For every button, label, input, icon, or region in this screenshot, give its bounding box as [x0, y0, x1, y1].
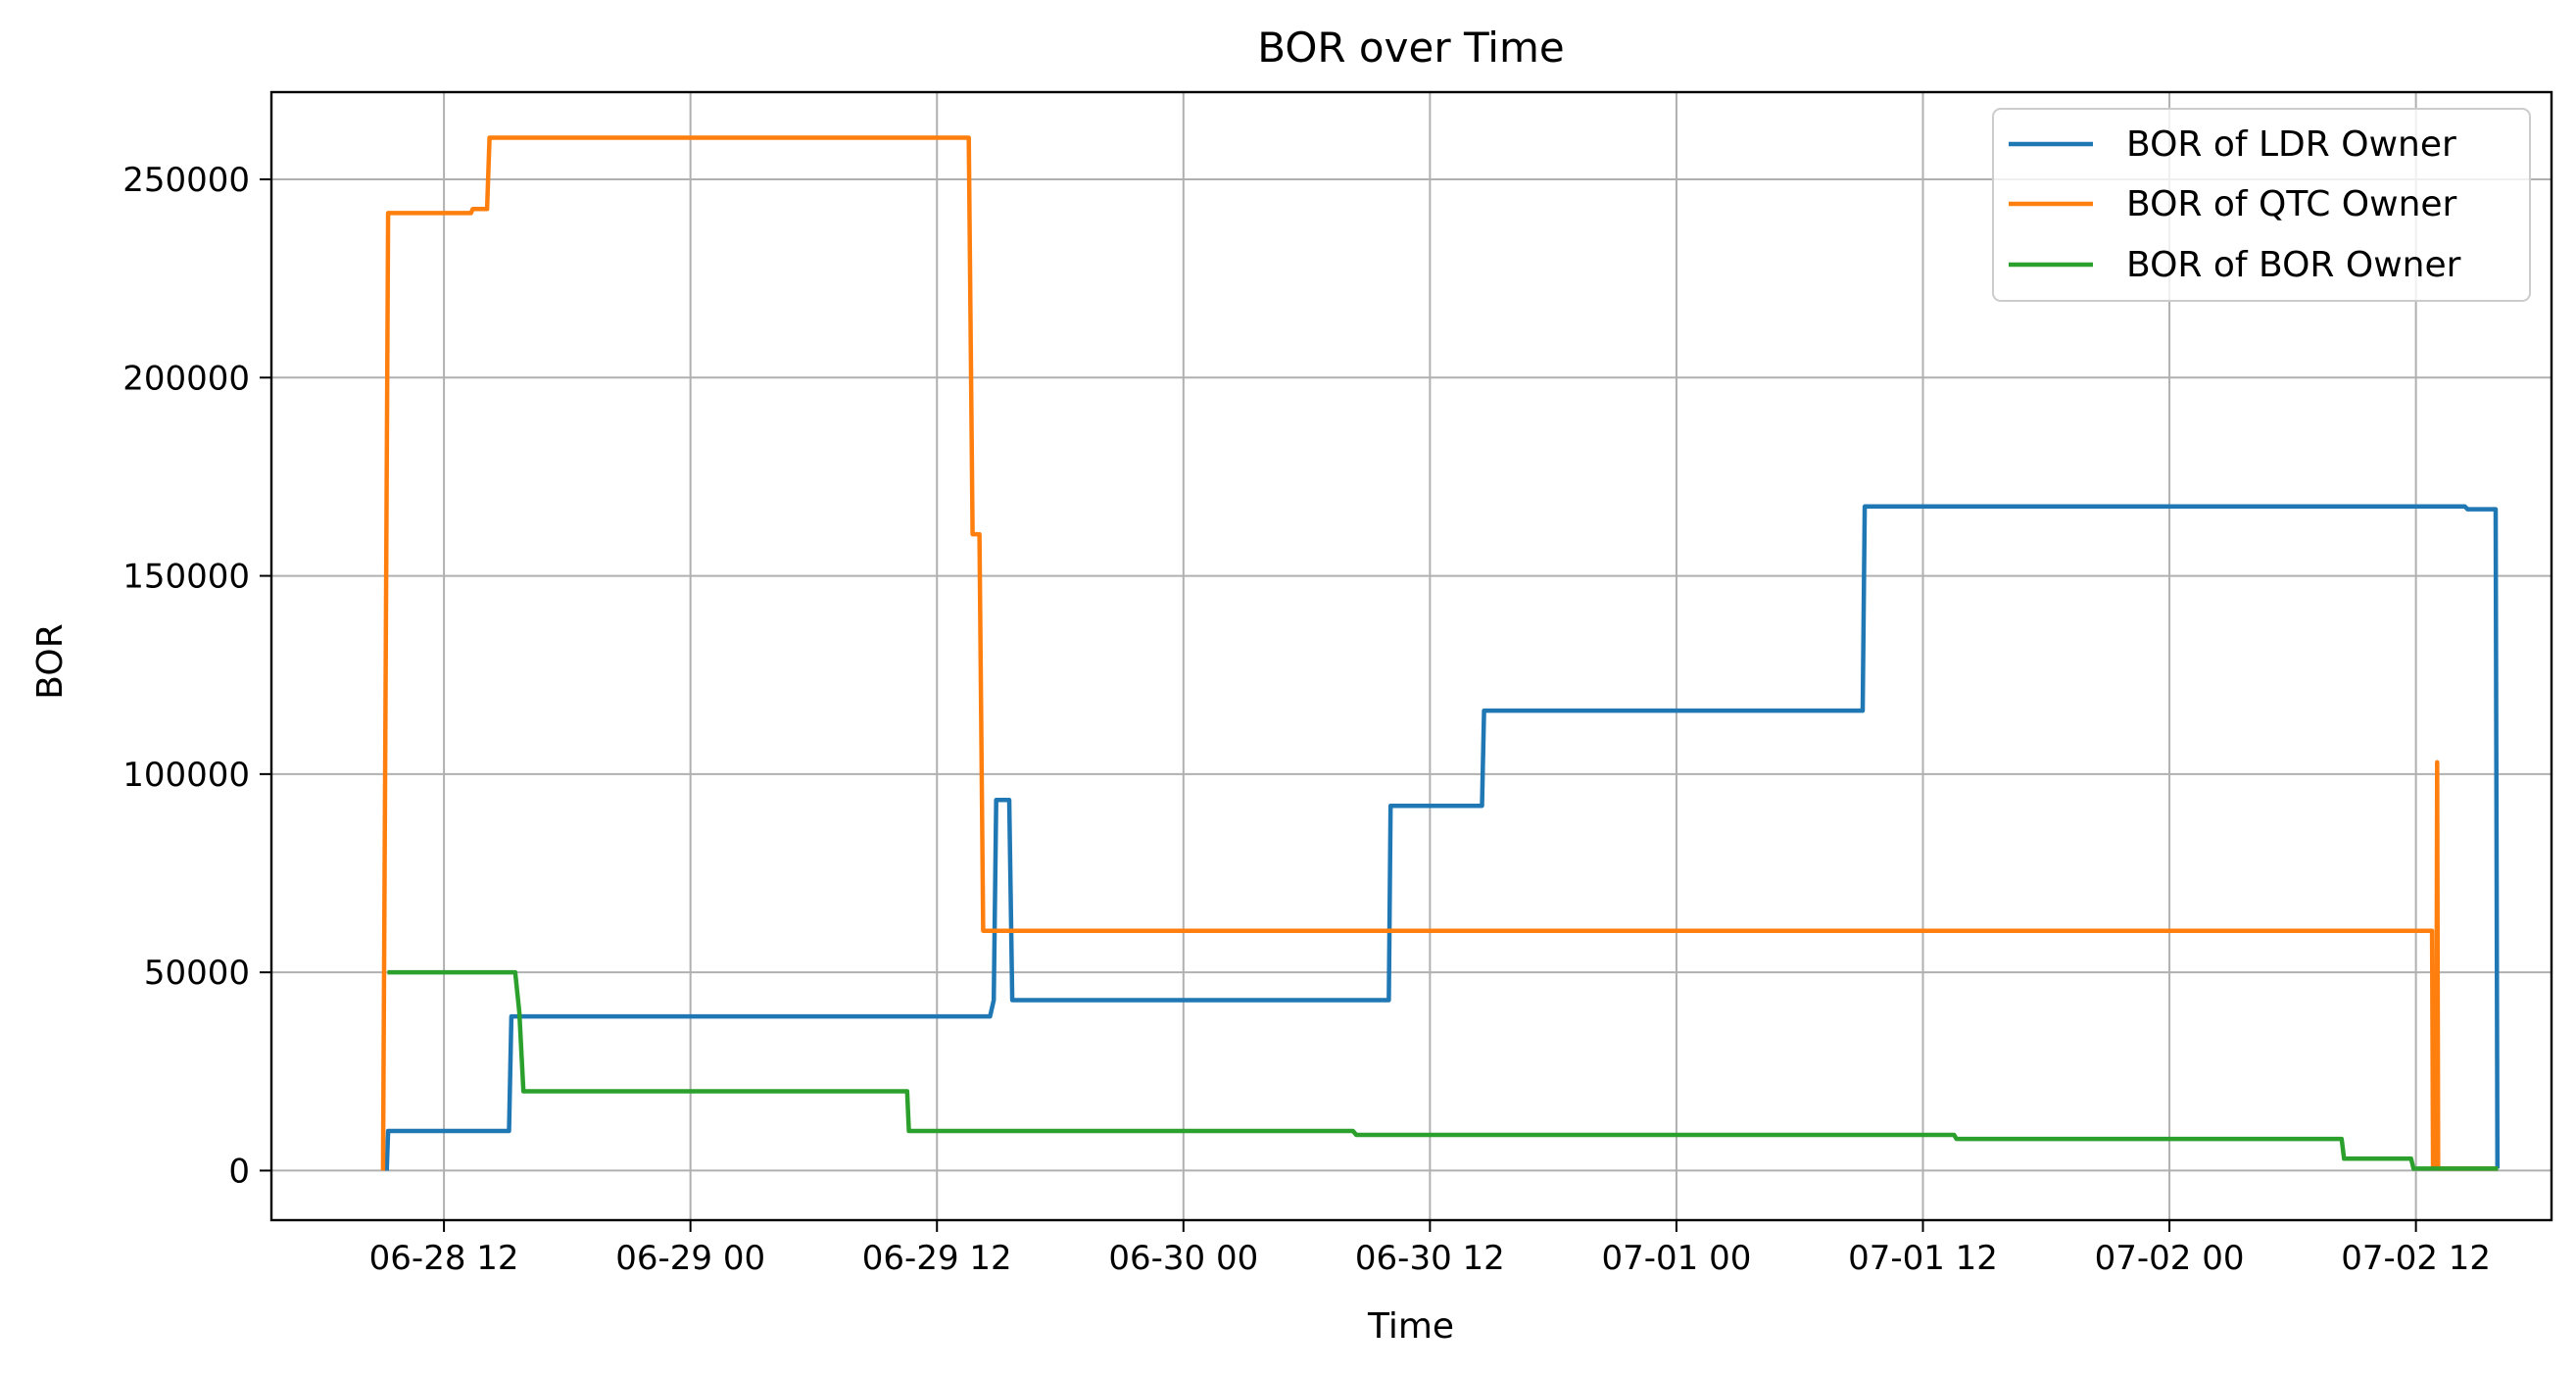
x-tick-label: 07-02 00 [2095, 1239, 2245, 1278]
y-tick-label: 100000 [122, 756, 250, 795]
series-lines [380, 135, 2501, 1171]
chart-title: BOR over Time [1257, 24, 1564, 72]
x-tick-label: 06-30 12 [1355, 1239, 1505, 1278]
series-line-bor-owner [387, 969, 2499, 1171]
x-tick-label: 06-28 12 [369, 1239, 519, 1278]
x-tick-label: 07-01 00 [1601, 1239, 1751, 1278]
x-axis-ticks: 06-28 12 06-29 00 06-29 12 06-30 00 06-30 12… [369, 1220, 2491, 1278]
legend: BOR of LDR Owner BOR of QTC Owner BOR of… [1992, 108, 2531, 302]
legend-box [1992, 108, 2531, 302]
y-tick-label: 200000 [122, 359, 250, 398]
x-tick-label: 07-02 12 [2341, 1239, 2491, 1278]
legend-item-ldr: BOR of LDR Owner [2009, 124, 2456, 165]
legend-item-bor: BOR of BOR Owner [2009, 245, 2461, 285]
y-tick-label: 250000 [122, 161, 250, 200]
y-axis-ticks: 0 50000 100000 150000 200000 250000 [122, 161, 271, 1191]
x-tick-label: 06-29 12 [862, 1239, 1012, 1278]
legend-label-bor: BOR of BOR Owner [2126, 245, 2461, 285]
legend-item-qtc: BOR of QTC Owner [2009, 184, 2457, 224]
x-tick-label: 07-01 12 [1848, 1239, 1998, 1278]
plot-frame [269, 90, 2553, 1222]
y-tick-label: 0 [228, 1152, 250, 1191]
legend-label-qtc: BOR of QTC Owner [2126, 184, 2457, 224]
x-tick-label: 06-29 00 [615, 1239, 765, 1278]
series-line-ldr-owner [384, 504, 2501, 1171]
x-axis-label: Time [1367, 1306, 1454, 1347]
y-tick-label: 50000 [144, 954, 250, 993]
y-axis-label: BOR [30, 623, 71, 699]
x-tick-label: 06-30 00 [1108, 1239, 1258, 1278]
series-line-qtc-owner [380, 135, 2499, 1171]
y-tick-label: 150000 [122, 558, 250, 597]
legend-label-ldr: BOR of LDR Owner [2126, 124, 2456, 165]
